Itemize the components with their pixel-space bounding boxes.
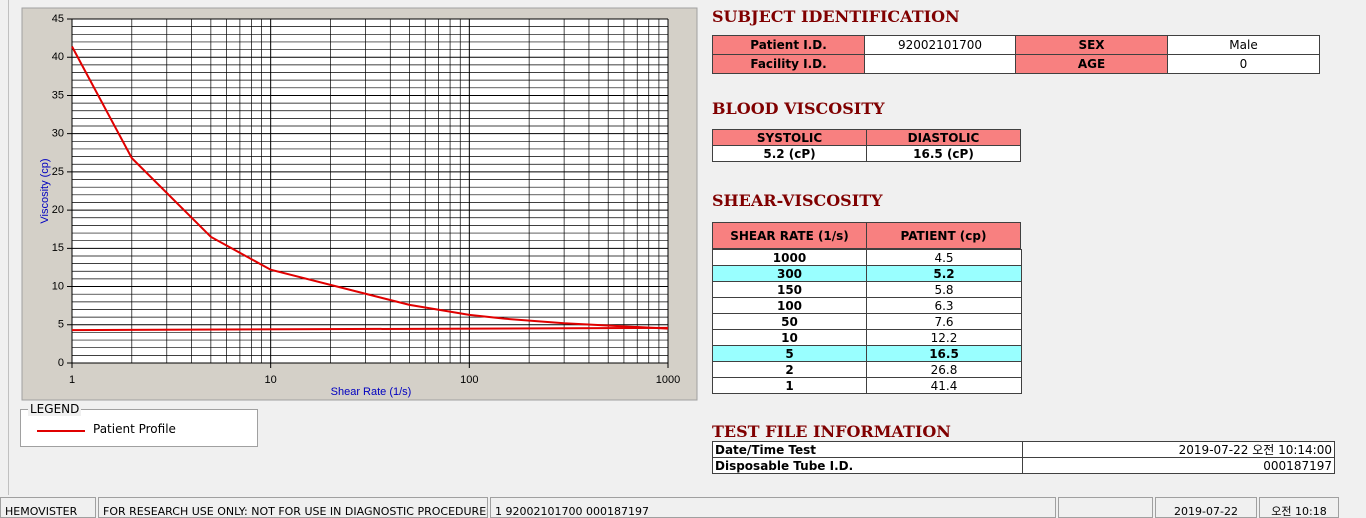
legend-entry: Patient Profile [93,422,176,436]
table-cell: Date/Time Test [712,441,1023,458]
table-cell: 2019-07-22 오전 10:14:00 [1022,441,1335,458]
table-cell: 92002101700 [864,35,1016,55]
y-axis-label: Viscosity (cp) [39,158,51,223]
x-tick-label: 10 [265,374,277,386]
y-tick-label: 20 [52,204,64,216]
y-tick-label: 30 [52,128,64,140]
legend-title: LEGEND [28,402,82,416]
table-cell: 2 [712,361,867,378]
status-field: 1 92002101700 000187197 [490,497,1056,518]
table-cell: Patient I.D. [712,35,865,55]
table-cell: DIASTOLIC [866,129,1021,146]
y-tick-label: 25 [52,166,64,178]
plot-area [72,19,668,363]
section-title: BLOOD VISCOSITY [712,99,885,118]
table-cell: 12.2 [866,329,1022,346]
y-tick-label: 5 [58,319,64,331]
table-cell: 41.4 [866,377,1022,394]
table-cell: 10 [712,329,867,346]
table-cell: 5.2 [866,265,1022,282]
status-field-empty [1058,497,1153,518]
table-cell: 100 [712,297,867,314]
table-cell: 5.8 [866,281,1022,298]
table-cell: 0 [1167,54,1320,74]
x-tick-label: 1000 [656,374,680,386]
legend: LEGEND Patient Profile [20,402,258,447]
x-tick-label: 1 [69,374,75,386]
table-cell: 16.5 (cP) [866,145,1021,162]
table-cell: 000187197 [1022,457,1335,474]
table-cell: 26.8 [866,361,1022,378]
table-cell: Male [1167,35,1320,55]
left-edge [0,0,9,495]
table-cell: SYSTOLIC [712,129,867,146]
x-tick-label: 100 [460,374,478,386]
status-field: FOR RESEARCH USE ONLY: NOT FOR USE IN DI… [98,497,488,518]
table-cell: SEX [1015,35,1168,55]
status-field: HEMOVISTER [0,497,96,518]
table-cell: 6.3 [866,297,1022,314]
table-cell: 1000 [712,249,867,266]
table-cell: 1 [712,377,867,394]
table-cell: AGE [1015,54,1168,74]
table-cell: 50 [712,313,867,330]
table-cell: 300 [712,265,867,282]
table-cell: 7.6 [866,313,1022,330]
status-field: 2019-07-22 [1155,497,1257,518]
y-tick-label: 45 [52,13,64,25]
y-tick-label: 15 [52,242,64,254]
section-title: SUBJECT IDENTIFICATION [712,7,960,26]
status-field: 오전 10:18 [1259,497,1339,518]
table-cell: 5 [712,345,867,362]
table-cell: 150 [712,281,867,298]
series-line [71,326,669,332]
table-cell: Facility I.D. [712,54,865,74]
y-tick-label: 40 [52,51,64,63]
y-tick-label: 0 [58,357,64,369]
legend-swatch [37,430,85,432]
table-cell [864,54,1016,74]
x-axis-label: Shear Rate (1/s) [331,386,412,398]
section-title: TEST FILE INFORMATION [712,422,951,441]
section-title: SHEAR-VISCOSITY [712,191,883,210]
y-tick-label: 10 [52,280,64,292]
chart: Shear Rate (1/s) Viscosity (cp) 0 5 10 15 20… [21,7,698,401]
y-tick-label: 35 [52,89,64,101]
table-cell: 16.5 [866,345,1022,362]
table-cell: PATIENT (cp) [866,222,1021,249]
table-cell: Disposable Tube I.D. [712,457,1023,474]
table-cell: SHEAR RATE (1/s) [712,222,867,249]
series-line [71,46,669,330]
table-cell: 4.5 [866,249,1022,266]
table-cell: 5.2 (cP) [712,145,867,162]
